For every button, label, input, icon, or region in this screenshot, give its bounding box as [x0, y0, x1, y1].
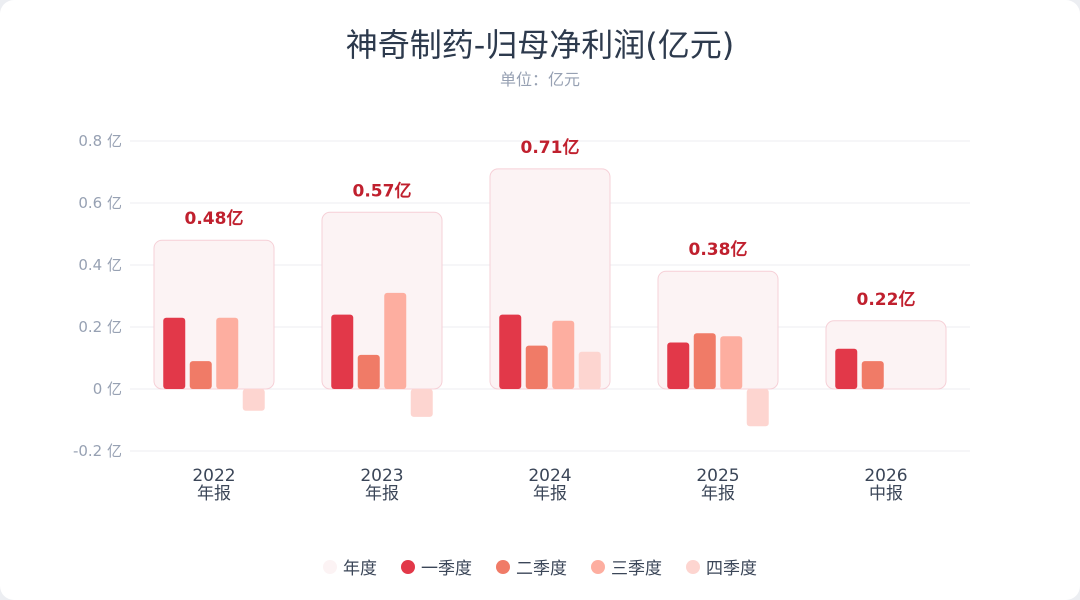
x-category-period: 年报 [365, 484, 399, 504]
legend-swatch-icon [401, 559, 415, 574]
legend-label: 三季度 [611, 559, 662, 579]
annual-total-label: 0.71亿 [521, 137, 580, 158]
quarter-bar-q1 [667, 342, 690, 389]
x-category-year: 2022 [192, 466, 235, 486]
legend-item[interactable]: 二季度 [496, 554, 567, 579]
quarter-bar-q1 [499, 314, 522, 389]
quarter-bar-q3 [384, 292, 407, 389]
legend-item[interactable]: 四季度 [686, 554, 757, 579]
legend-item[interactable]: 年度 [323, 554, 377, 579]
quarter-bar-q3 [216, 317, 239, 389]
annual-total-label: 0.48亿 [185, 208, 244, 229]
quarter-bar-q4 [746, 389, 769, 427]
legend-label: 一季度 [421, 559, 472, 579]
annual-total-label: 0.22亿 [857, 289, 916, 310]
legend-item[interactable]: 一季度 [401, 554, 472, 579]
legend-item[interactable]: 三季度 [591, 554, 662, 579]
quarter-bar-q2 [525, 345, 548, 389]
quarter-bar-q1 [331, 314, 354, 389]
quarter-bar-q1 [163, 317, 186, 389]
chart-title: 神奇制药-归母净利润(亿元) [345, 26, 735, 64]
legend-label: 四季度 [706, 559, 757, 579]
x-category-year: 2023 [360, 466, 403, 486]
legend-swatch-icon [323, 559, 337, 574]
y-tick-label: 0.6 亿 [78, 194, 122, 212]
annual-total-label: 0.57亿 [353, 180, 412, 201]
quarter-bar-q3 [552, 320, 575, 389]
y-tick-label: 0.2 亿 [78, 318, 122, 336]
quarter-bar-q4 [410, 389, 433, 417]
chart-subtitle: 单位：亿元 [499, 70, 580, 89]
quarter-bar-q4 [242, 389, 265, 411]
legend-swatch-icon [591, 559, 605, 574]
x-category-period: 年报 [701, 484, 735, 504]
legend-label: 二季度 [516, 559, 567, 579]
legend-swatch-icon [496, 559, 510, 574]
quarter-bar-q1 [835, 348, 858, 389]
annual-total-label: 0.38亿 [689, 239, 748, 260]
legend-label: 年度 [343, 559, 377, 579]
legend-swatch-icon [686, 559, 700, 574]
chart-legend: 年度 一季度 二季度 三季度 四季度 [0, 554, 1080, 579]
x-category-year: 2026 [864, 466, 907, 486]
y-tick-label: -0.2 亿 [73, 442, 122, 460]
x-category-year: 2024 [528, 466, 571, 486]
quarter-bar-q4 [578, 351, 601, 389]
y-tick-label: 0.4 亿 [78, 256, 122, 274]
y-tick-label: 0.8 亿 [78, 132, 122, 150]
quarter-bar-q2 [861, 361, 884, 389]
quarter-bar-q2 [189, 361, 212, 389]
quarter-bar-q3 [720, 336, 743, 389]
chart-plot: 0.8 亿0.6 亿0.4 亿0.2 亿0 亿-0.2 亿0.48亿2022年报… [73, 132, 970, 504]
quarter-bar-q2 [693, 333, 716, 389]
x-category-year: 2025 [696, 466, 739, 486]
x-category-period: 中报 [869, 484, 903, 504]
quarter-bar-q2 [357, 354, 380, 389]
x-category-period: 年报 [533, 484, 567, 504]
y-tick-label: 0 亿 [93, 380, 122, 398]
x-category-period: 年报 [197, 484, 231, 504]
